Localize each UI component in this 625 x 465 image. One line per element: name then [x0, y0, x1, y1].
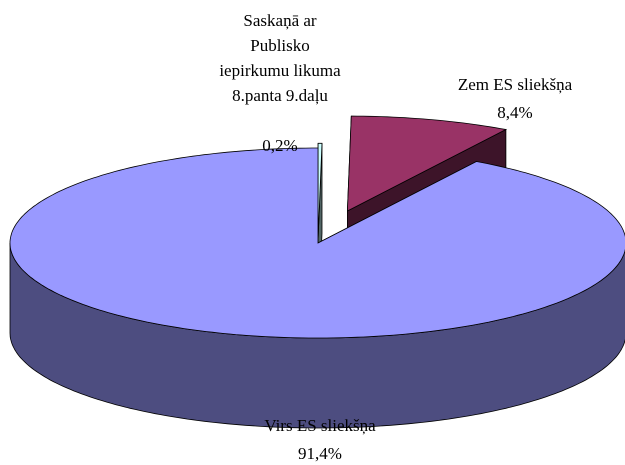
slice-label: Zem ES sliekšņa: [457, 75, 573, 94]
slice-top: [346, 115, 508, 212]
pie-slice: [9, 147, 625, 429]
slice-label: Virs ES sliekšņa: [264, 416, 376, 435]
slice-value-label: 8,4%: [497, 103, 533, 122]
slice-top: [9, 147, 625, 339]
slice-label: Saskaņā ar Publisko iepirkumu likuma 8.p…: [219, 11, 341, 105]
slice-value-label: 0,2%: [262, 136, 298, 155]
slice-value-label: 91,4%: [298, 444, 342, 463]
